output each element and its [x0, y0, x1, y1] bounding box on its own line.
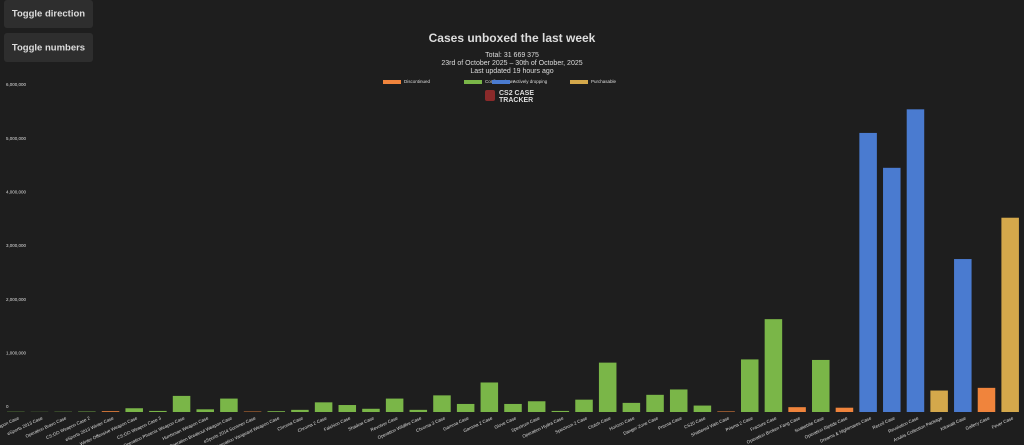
bar: [764, 319, 783, 412]
bar: [693, 405, 712, 412]
bar: [977, 387, 996, 412]
legend-swatch: [492, 80, 510, 84]
bar: [954, 259, 972, 412]
bar: [314, 402, 333, 412]
y-tick-label: 3,000,000: [6, 243, 27, 248]
bar: [504, 403, 522, 412]
bar: [220, 398, 238, 412]
bar: [812, 359, 830, 412]
chart-title: Cases unboxed the last week: [429, 31, 596, 45]
bar: [362, 408, 380, 412]
y-tick-label: 6,000,000: [6, 82, 27, 87]
bar: [1001, 217, 1019, 412]
bar: [883, 167, 901, 412]
bar: [598, 362, 617, 412]
watermark: CS2 CASE: [499, 90, 534, 97]
bar: [101, 411, 120, 412]
bar: [788, 407, 806, 412]
bar: [930, 390, 948, 412]
legend-swatch: [570, 80, 588, 84]
subtitle: 23rd of October 2025 – 30th of October, …: [441, 60, 582, 67]
y-tick-label: 4,000,000: [6, 190, 27, 195]
bar: [433, 395, 451, 412]
bar: [409, 409, 428, 412]
bar: [172, 395, 191, 412]
bar: [717, 411, 735, 412]
y-tick-label: 0: [6, 404, 9, 409]
bar: [291, 409, 309, 412]
y-tick-label: 5,000,000: [6, 136, 27, 141]
bar: [575, 399, 593, 412]
subtitle: Total: 31 669 375: [485, 52, 539, 59]
bar: [622, 402, 641, 412]
y-tick-label: 1,000,000: [6, 351, 27, 356]
bar: [480, 382, 499, 412]
bar: [267, 411, 286, 412]
bar: [646, 394, 664, 412]
bar: [740, 359, 759, 412]
button-bg[interactable]: [4, 0, 93, 28]
bar: [835, 407, 854, 412]
legend-swatch: [383, 80, 401, 84]
bar: [125, 408, 143, 412]
toggle-direction-button[interactable]: Toggle direction: [4, 0, 93, 28]
button-label[interactable]: Toggle direction: [12, 9, 85, 20]
bar: [859, 132, 877, 412]
bar: [196, 409, 214, 412]
bar: [338, 405, 357, 412]
bar: [669, 389, 688, 412]
bar: [456, 403, 475, 412]
toggle-numbers-button[interactable]: Toggle numbers: [4, 33, 93, 62]
legend-label: Purchasable: [591, 79, 617, 84]
button-label[interactable]: Toggle numbers: [12, 43, 85, 54]
legend-label: Discontinued: [404, 79, 431, 84]
bar: [906, 109, 925, 412]
bar: [385, 398, 404, 412]
watermark: TRACKER: [499, 97, 533, 104]
y-tick-label: 2,000,000: [6, 297, 27, 302]
legend-swatch: [464, 80, 482, 84]
watermark-logo: [485, 90, 495, 101]
button-bg[interactable]: [4, 33, 93, 62]
bar: [149, 410, 167, 412]
legend-label: Actively dropping: [513, 79, 548, 84]
subtitle: Last updated 19 hours ago: [470, 68, 553, 75]
bar: [527, 401, 546, 412]
bar: [551, 410, 570, 412]
